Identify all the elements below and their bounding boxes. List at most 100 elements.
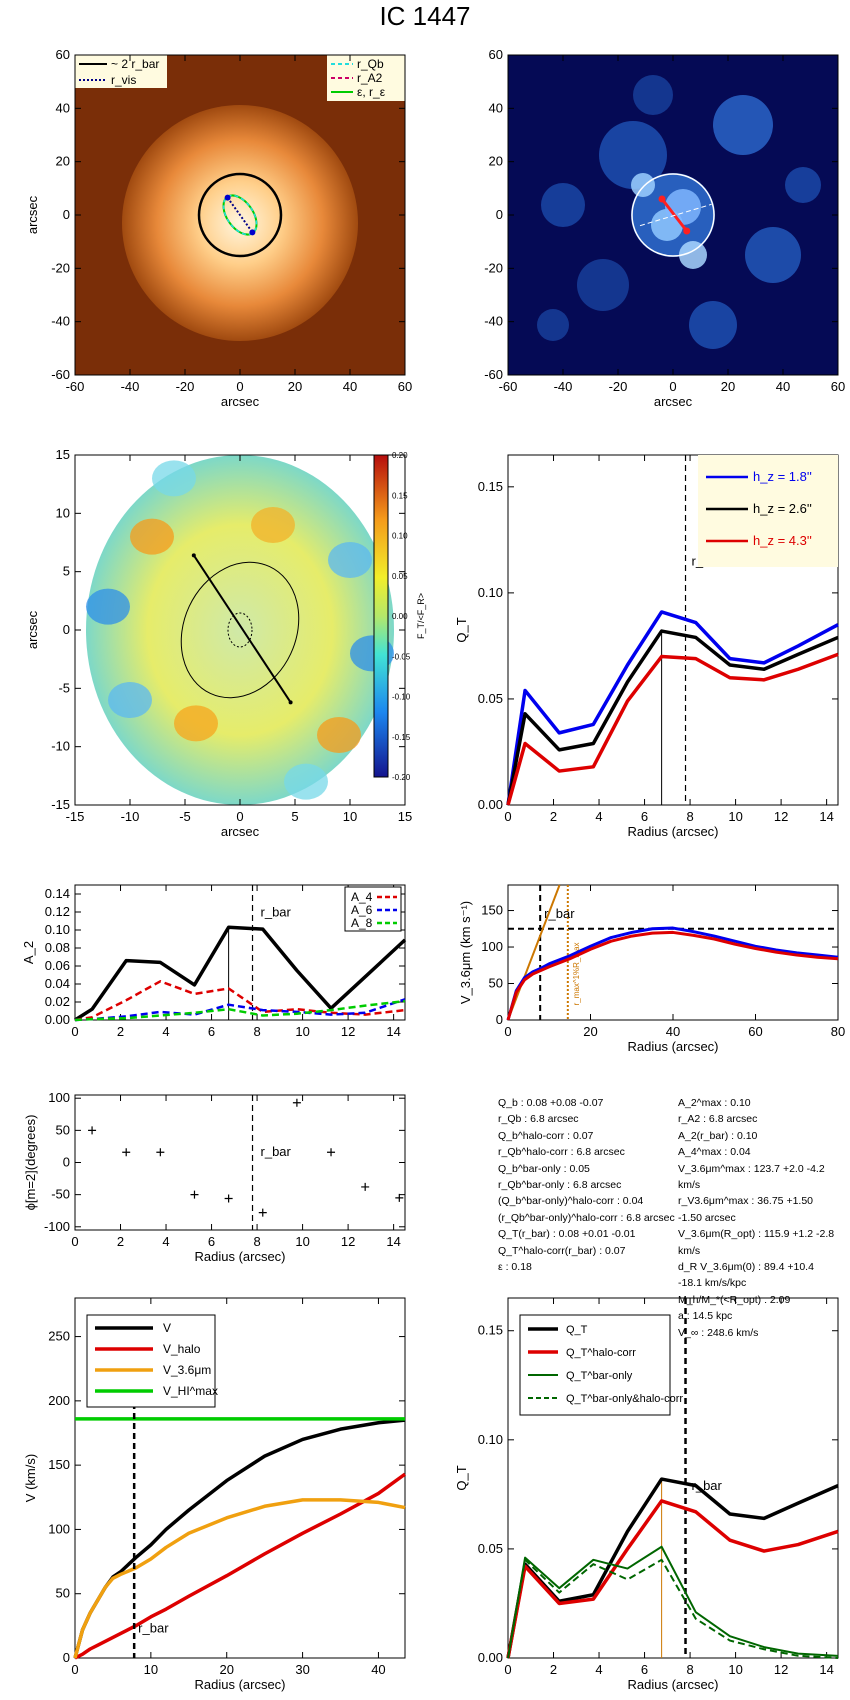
- stat-right-line: V_3.6μm^max : 123.7 +2.0 -4.2 km/s: [678, 1162, 825, 1192]
- p9-xtick-label: 30: [295, 1662, 309, 1677]
- stat-right-line: a : 14.5 kpc: [678, 1310, 733, 1323]
- p3-xtick-label: 5: [291, 809, 298, 824]
- p1-image: [122, 105, 358, 341]
- p4-series-line: [506, 652, 839, 806]
- p2-ytick-label: 0: [496, 207, 503, 222]
- p6-ytick-label: 100: [481, 939, 503, 954]
- p10-xtick-label: 2: [550, 1662, 557, 1677]
- p3-heatmap-patch: [251, 507, 295, 543]
- p3-ytick-label: 10: [56, 505, 70, 520]
- p9-ylabel: V (km/s): [23, 1454, 38, 1502]
- p3-heatmap-patch: [328, 542, 372, 578]
- p7-ytick-label: 100: [48, 1090, 70, 1105]
- p6-ytick-label: 50: [489, 976, 503, 991]
- p2-structure-blob: [599, 121, 667, 189]
- p10-ytick-label: 0.10: [478, 1432, 503, 1447]
- p7-rbar-label: r_bar: [261, 1144, 292, 1159]
- p10-legend-label: Q_T: [566, 1324, 588, 1336]
- p5-legend-box: [344, 886, 402, 932]
- p9-ytick-label: 50: [56, 1586, 70, 1601]
- legend-2rbar-label: ~ 2 r_bar: [111, 57, 159, 71]
- stat-right-line: M_h/M_*(<R_opt) : 2.09: [678, 1293, 791, 1306]
- p10-frame: [507, 1297, 839, 1659]
- marker-r-vis: [249, 229, 256, 236]
- p9-legend-label: V_HI^max: [163, 1384, 218, 1398]
- p6-xlabel: Radius (arcsec): [627, 1039, 718, 1054]
- p6-inner-slope: [507, 884, 561, 1021]
- p10-legend-label: Q_T^bar-only&halo-corr: [566, 1393, 683, 1405]
- ring-2rbar: [197, 172, 283, 258]
- p1-ytick-label: 0: [63, 207, 70, 222]
- p5-ytick-label: 0.04: [45, 976, 70, 991]
- p5-xtick-label: 10: [295, 1024, 309, 1039]
- p9-frame: [74, 1297, 406, 1659]
- p2-ytick-label: -20: [484, 260, 503, 275]
- p4-series-line: [506, 629, 839, 806]
- p2-structure-blob: [633, 75, 673, 115]
- p3-xtick-label: -10: [121, 809, 140, 824]
- p3-xtick-label: -5: [179, 809, 191, 824]
- stat-left-line: Q_b : 0.08 +0.08 -0.07: [498, 1097, 604, 1109]
- p10-series-line: [507, 1545, 839, 1659]
- p7-phase-point: [190, 1190, 199, 1199]
- ellipse-r-qb: [222, 194, 258, 236]
- p4-ytick-label: 0.05: [478, 691, 503, 706]
- p1-xtick-label: 40: [343, 379, 357, 394]
- p3-ylabel: arcsec: [25, 610, 40, 649]
- p6-xtick-label: 60: [748, 1024, 762, 1039]
- p2-structure-blob: [745, 227, 801, 283]
- p4-axes: 0 2 4 6 8 10 12 14 0.00 0.05 0.10 0.15 Radius (arcse…: [454, 454, 839, 839]
- p2-xtick-label: 20: [721, 379, 735, 394]
- p4-ytick-label: 0.00: [478, 797, 503, 812]
- p9-ytick-label: 150: [48, 1457, 70, 1472]
- p3-colorbar-tick-label: -0.20: [392, 773, 411, 782]
- p4-xtick-label: 0: [504, 809, 511, 824]
- p5-ytick-label: 0.02: [45, 994, 70, 1009]
- p6-rmax-label: r_max^1%R_max: [572, 943, 581, 1006]
- p2-structure-blob: [665, 189, 701, 225]
- p9-ytick-label: 0: [63, 1650, 70, 1665]
- p3-ytick-label: -15: [51, 797, 70, 812]
- p7-phase-point: [258, 1208, 267, 1217]
- legend-right-label: r_Qb: [357, 57, 384, 71]
- p5-xtick-label: 0: [71, 1024, 78, 1039]
- p3-ytick-label: 15: [56, 447, 70, 462]
- p7-xtick-label: 4: [162, 1234, 169, 1249]
- p7-ytick-label: 0: [63, 1155, 70, 1170]
- p10-xtick-label: 8: [686, 1662, 693, 1677]
- p4-xtick-label: 2: [550, 809, 557, 824]
- p7-xtick-label: 10: [295, 1234, 309, 1249]
- p10-xtick-label: 4: [595, 1662, 602, 1677]
- p9-axes: 0 10 20 30 40 0 50 100 150 200 250 Radius (arcsec) V…: [23, 1297, 406, 1692]
- p5-series-line: [74, 925, 407, 1022]
- p3-colorbar-tick-label: 0.20: [392, 451, 408, 460]
- p2-structure-blob: [713, 95, 773, 155]
- p7-xtick-label: 12: [341, 1234, 355, 1249]
- stat-left-line: Q_T^halo-corr(r_bar) : 0.07: [498, 1244, 626, 1257]
- p2-xtick-label: 60: [831, 379, 845, 394]
- stat-right-line: d_R V_3.6μm(0) : 89.4 +10.4 -18.1 km/s/k…: [678, 1261, 814, 1290]
- p7-phase-point: [327, 1148, 336, 1157]
- legend-rvis-label: r_vis: [111, 73, 136, 87]
- stats-left-column: Q_b : 0.08 +0.08 -0.07 r_Qb : 6.8 arcsec Q…: [498, 1095, 675, 1275]
- p3-heatmap-patch: [152, 460, 196, 497]
- p3-ytick-label: 5: [63, 564, 70, 579]
- p3-xtick-label: 0: [236, 809, 243, 824]
- p4-frame: [507, 454, 839, 806]
- p3-heatmap-patch: [284, 763, 328, 800]
- legend-right-label: r_A2: [357, 71, 383, 85]
- p7-phase-point: [395, 1193, 404, 1202]
- stat-left-line: (r_Qb^bar-only)^halo-corr : 6.8 arcsec: [498, 1211, 675, 1224]
- p10-ytick-label: 0.00: [478, 1650, 503, 1665]
- p2-structure-blob: [689, 301, 737, 349]
- p4-xlabel: Radius (arcsec): [627, 824, 718, 839]
- p3-ytick-label: -10: [51, 739, 70, 754]
- p6-xtick-label: 80: [831, 1024, 845, 1039]
- p4-legend-label: h_z = 4.3'': [753, 533, 812, 548]
- p2-xtick-label: -40: [554, 379, 573, 394]
- p1-ylabel: arcsec: [25, 195, 40, 234]
- p9-xtick-label: 10: [144, 1662, 158, 1677]
- p4-xtick-label: 10: [728, 809, 742, 824]
- page-title: IC 1447: [379, 1, 471, 31]
